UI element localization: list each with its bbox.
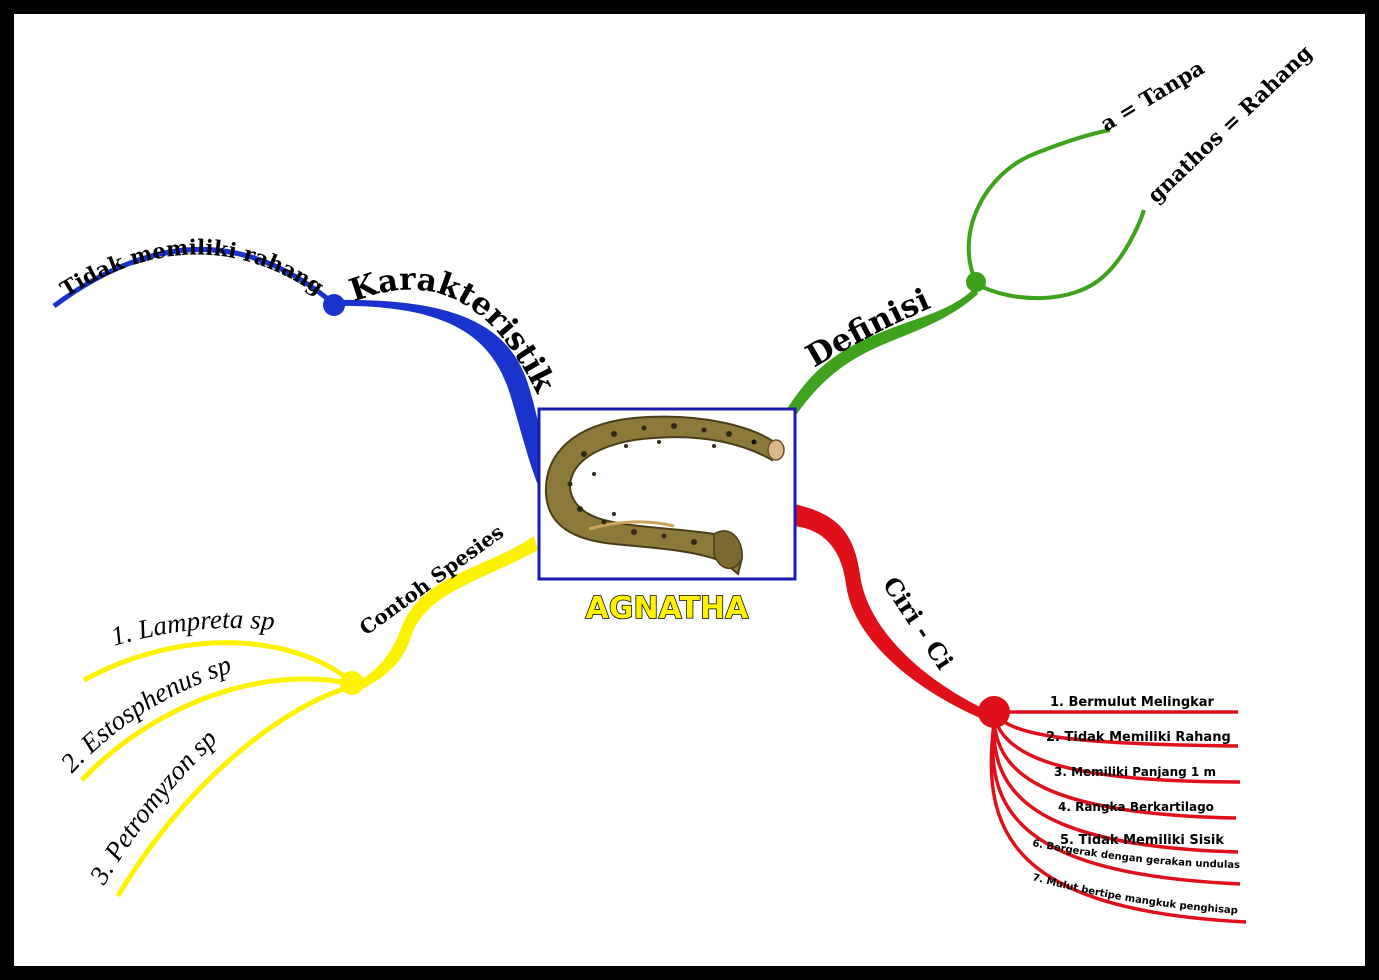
contoh-node — [340, 671, 364, 695]
branch-karakteristik: Karakteristik Tidak memiliki rahang — [52, 234, 563, 490]
contoh-label: Contoh Spesies — [355, 520, 508, 640]
contoh-item-3-line — [115, 683, 355, 898]
ciri-item-4: 4. Rangka Berkartilago — [1058, 800, 1214, 814]
ciri-node — [978, 696, 1010, 728]
contoh-item-2-line — [80, 676, 353, 782]
ciri-branch-line — [794, 504, 982, 718]
definisi-item-g-line — [975, 209, 1146, 301]
karakteristik-item-1: Tidak memiliki rahang — [56, 234, 329, 301]
karakteristik-branch-line — [334, 299, 554, 490]
definisi-branch-line — [784, 286, 978, 418]
contoh-branch-line — [352, 536, 538, 692]
lamprey-fish-image — [544, 415, 785, 576]
karakteristik-label: Karakteristik — [345, 261, 563, 399]
mind-map: Karakteristik Tidak memiliki rahang Defi… — [14, 14, 1317, 924]
ciri-item-5: 5. Tidak Memiliki Sisik — [1060, 833, 1224, 848]
definisi-item-1: a = Tanpa — [1096, 55, 1209, 137]
branch-contoh-spesies: Contoh Spesies 1. Lampreta sp 2. Estosph… — [54, 520, 538, 898]
definisi-item-2: gnathos = Rahang — [1142, 40, 1317, 208]
central-node: AGNATHA — [537, 407, 797, 627]
ciri-item-1: 1. Bermulut Melingkar — [1050, 695, 1215, 710]
contoh-item-1-line — [82, 640, 354, 684]
ciri-item-3: 3. Memiliki Panjang 1 m — [1054, 765, 1216, 779]
central-title: AGNATHA — [586, 591, 749, 626]
ciri-item-2: 2. Tidak Memiliki Rahang — [1046, 730, 1231, 745]
karakteristik-item-line — [52, 247, 336, 309]
branch-definisi: Definisi a = Tanpa gnathos = Rahang — [784, 40, 1317, 418]
karakteristik-node — [323, 294, 345, 316]
ciri-item-lines — [989, 710, 1247, 924]
definisi-item-a-line — [966, 128, 1111, 283]
definisi-node — [966, 272, 986, 292]
mind-map-canvas: Karakteristik Tidak memiliki rahang Defi… — [14, 14, 1365, 966]
